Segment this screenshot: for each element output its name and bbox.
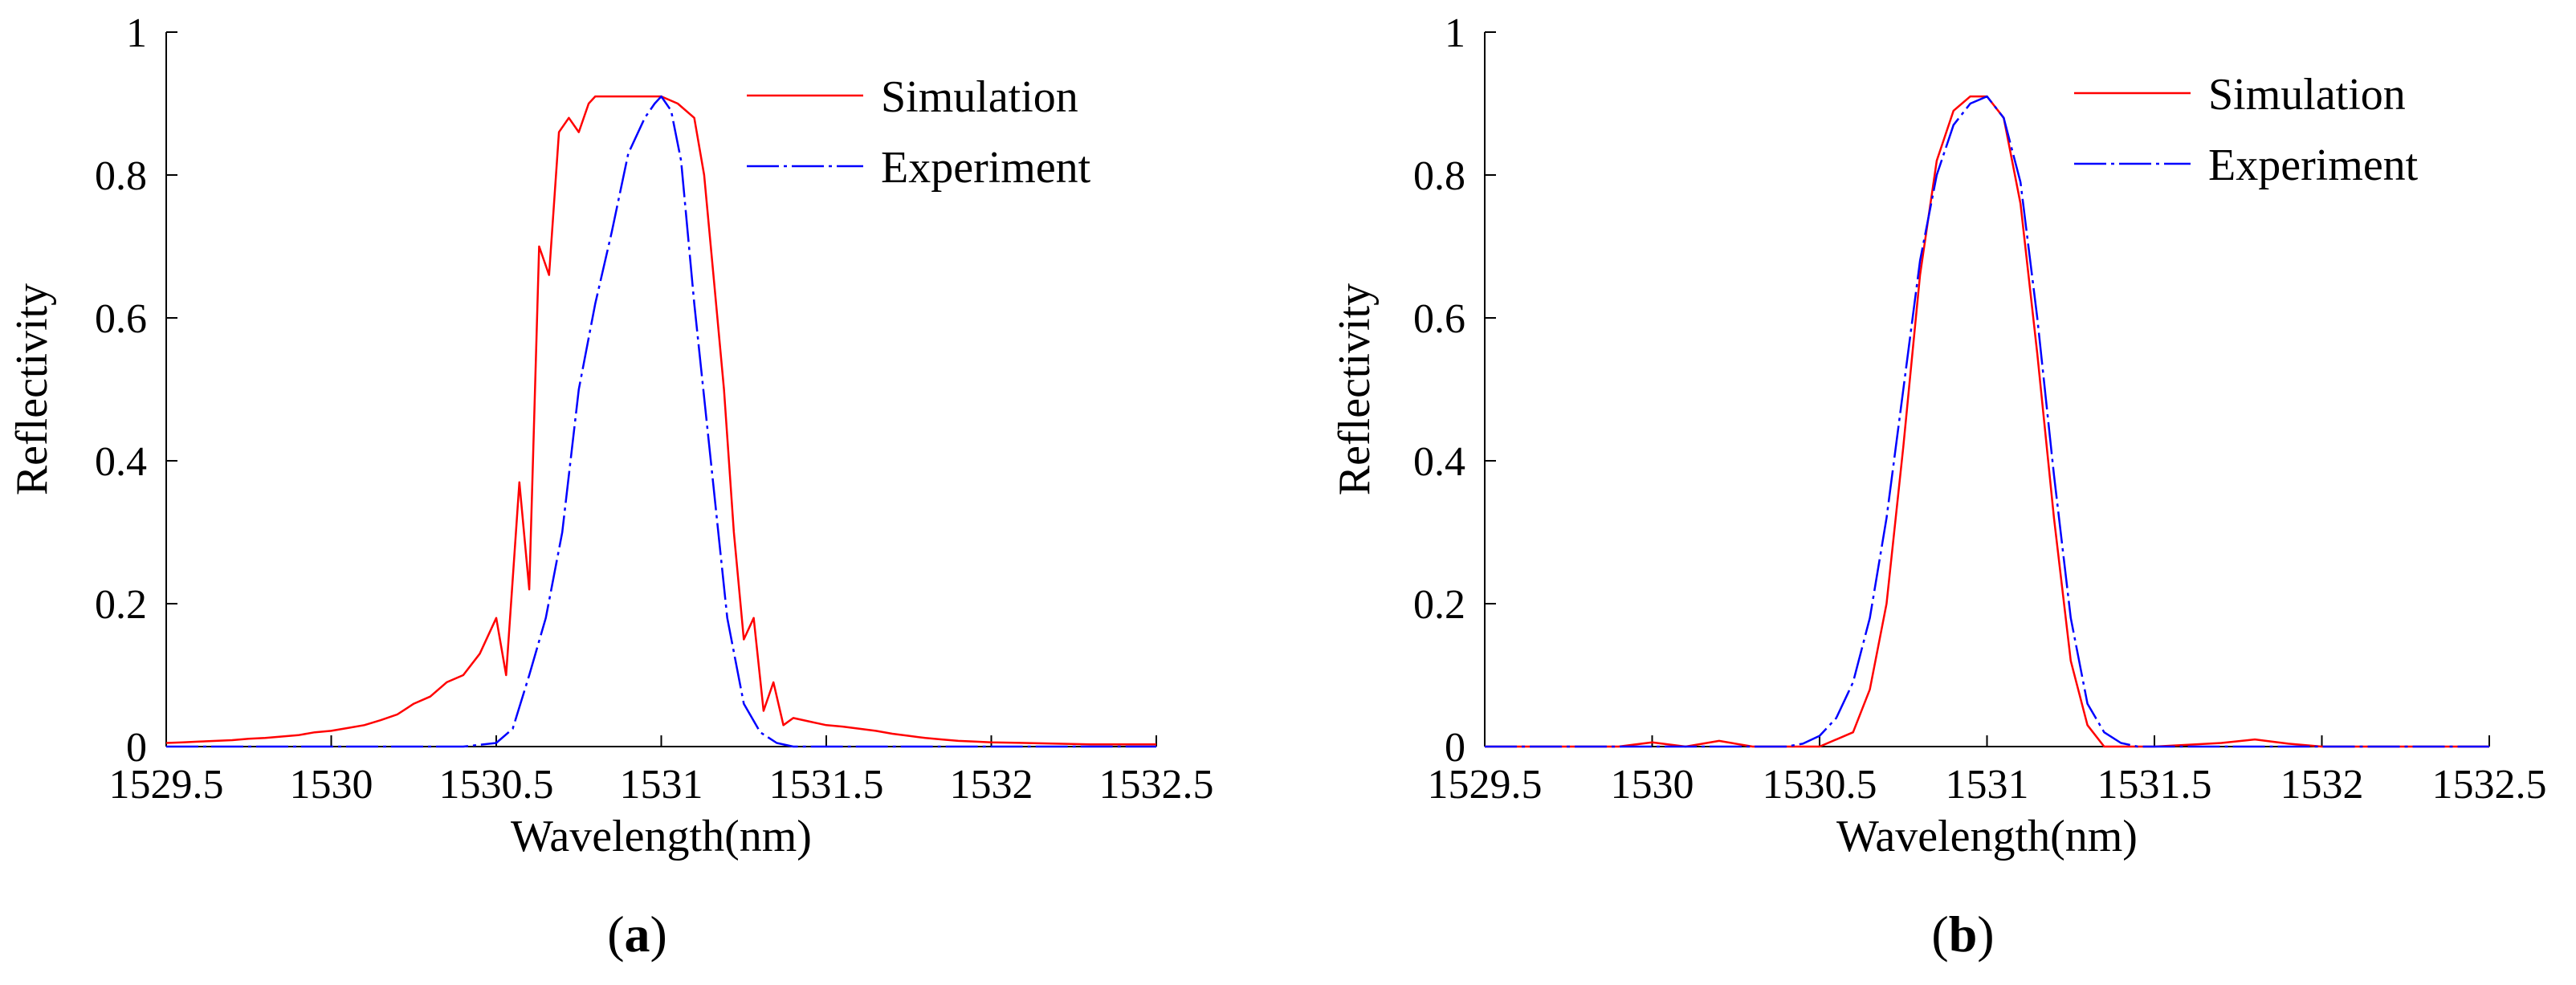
x-tick-label: 1531.5: [769, 762, 884, 808]
panel-caption: (b): [1931, 906, 1994, 963]
y-tick-label: 0.8: [95, 153, 147, 199]
y-tick-label: 0.4: [1413, 439, 1465, 485]
x-tick-label: 1530: [1611, 762, 1694, 808]
legend-label-simulation: Simulation: [2208, 70, 2406, 120]
legend-label-experiment: Experiment: [881, 143, 1091, 193]
y-tick-label: 0.6: [1413, 296, 1465, 342]
y-tick-label: 0.2: [1413, 582, 1465, 628]
x-tick-label: 1532.5: [1099, 762, 1214, 808]
y-tick-label: 0.2: [95, 582, 147, 628]
x-axis-label: Wavelength(nm): [511, 812, 812, 861]
x-axis-label: Wavelength(nm): [1836, 812, 2138, 861]
series-line-simulation: [1485, 95, 2489, 748]
y-tick-label: 0.8: [1413, 153, 1465, 199]
x-tick-label: 1532.5: [2432, 762, 2547, 808]
panel-caption-letter: b: [1949, 906, 1978, 963]
y-tick-label: 1: [126, 10, 147, 56]
y-axis-label: Reflectivity: [1330, 283, 1380, 495]
legend-label-experiment: Experiment: [2208, 140, 2419, 190]
series-line-experiment: [166, 95, 1156, 748]
y-tick-label: 0: [126, 725, 147, 771]
x-tick-label: 1532: [2280, 762, 2364, 808]
panel-caption-letter: a: [625, 906, 650, 963]
x-tick-label: 1530.5: [439, 762, 554, 808]
chart-panel-b: 1529.5 1530 1530.5 1531 1531.5 1532 1532.5 0 0.2…: [1330, 10, 2547, 963]
x-tick-label: 1531: [620, 762, 703, 808]
y-tick-label: 1: [1445, 10, 1465, 56]
series-line-experiment: [1485, 95, 2489, 748]
series-line-simulation: [165, 95, 1156, 746]
panel-caption: (a): [607, 906, 667, 963]
legend-label-simulation: Simulation: [881, 72, 1078, 122]
x-tick-label: 1530.5: [1763, 762, 1877, 808]
x-tick-label: 1529.5: [109, 762, 224, 808]
y-tick-label: 0: [1445, 725, 1465, 771]
x-tick-label: 1529.5: [1428, 762, 1543, 808]
y-tick-label: 0.4: [95, 439, 147, 485]
x-tick-label: 1532: [950, 762, 1033, 808]
x-tick-label: 1530: [290, 762, 373, 808]
x-tick-label: 1531: [1946, 762, 2029, 808]
chart-panel-a: 1529.5 1530 1530.5 1531 1531.5 1532 1532.5 0 0.2…: [7, 10, 1214, 963]
x-tick-label: 1531.5: [2097, 762, 2212, 808]
y-axis-label: Reflectivity: [7, 283, 57, 495]
y-tick-label: 0.6: [95, 296, 147, 342]
